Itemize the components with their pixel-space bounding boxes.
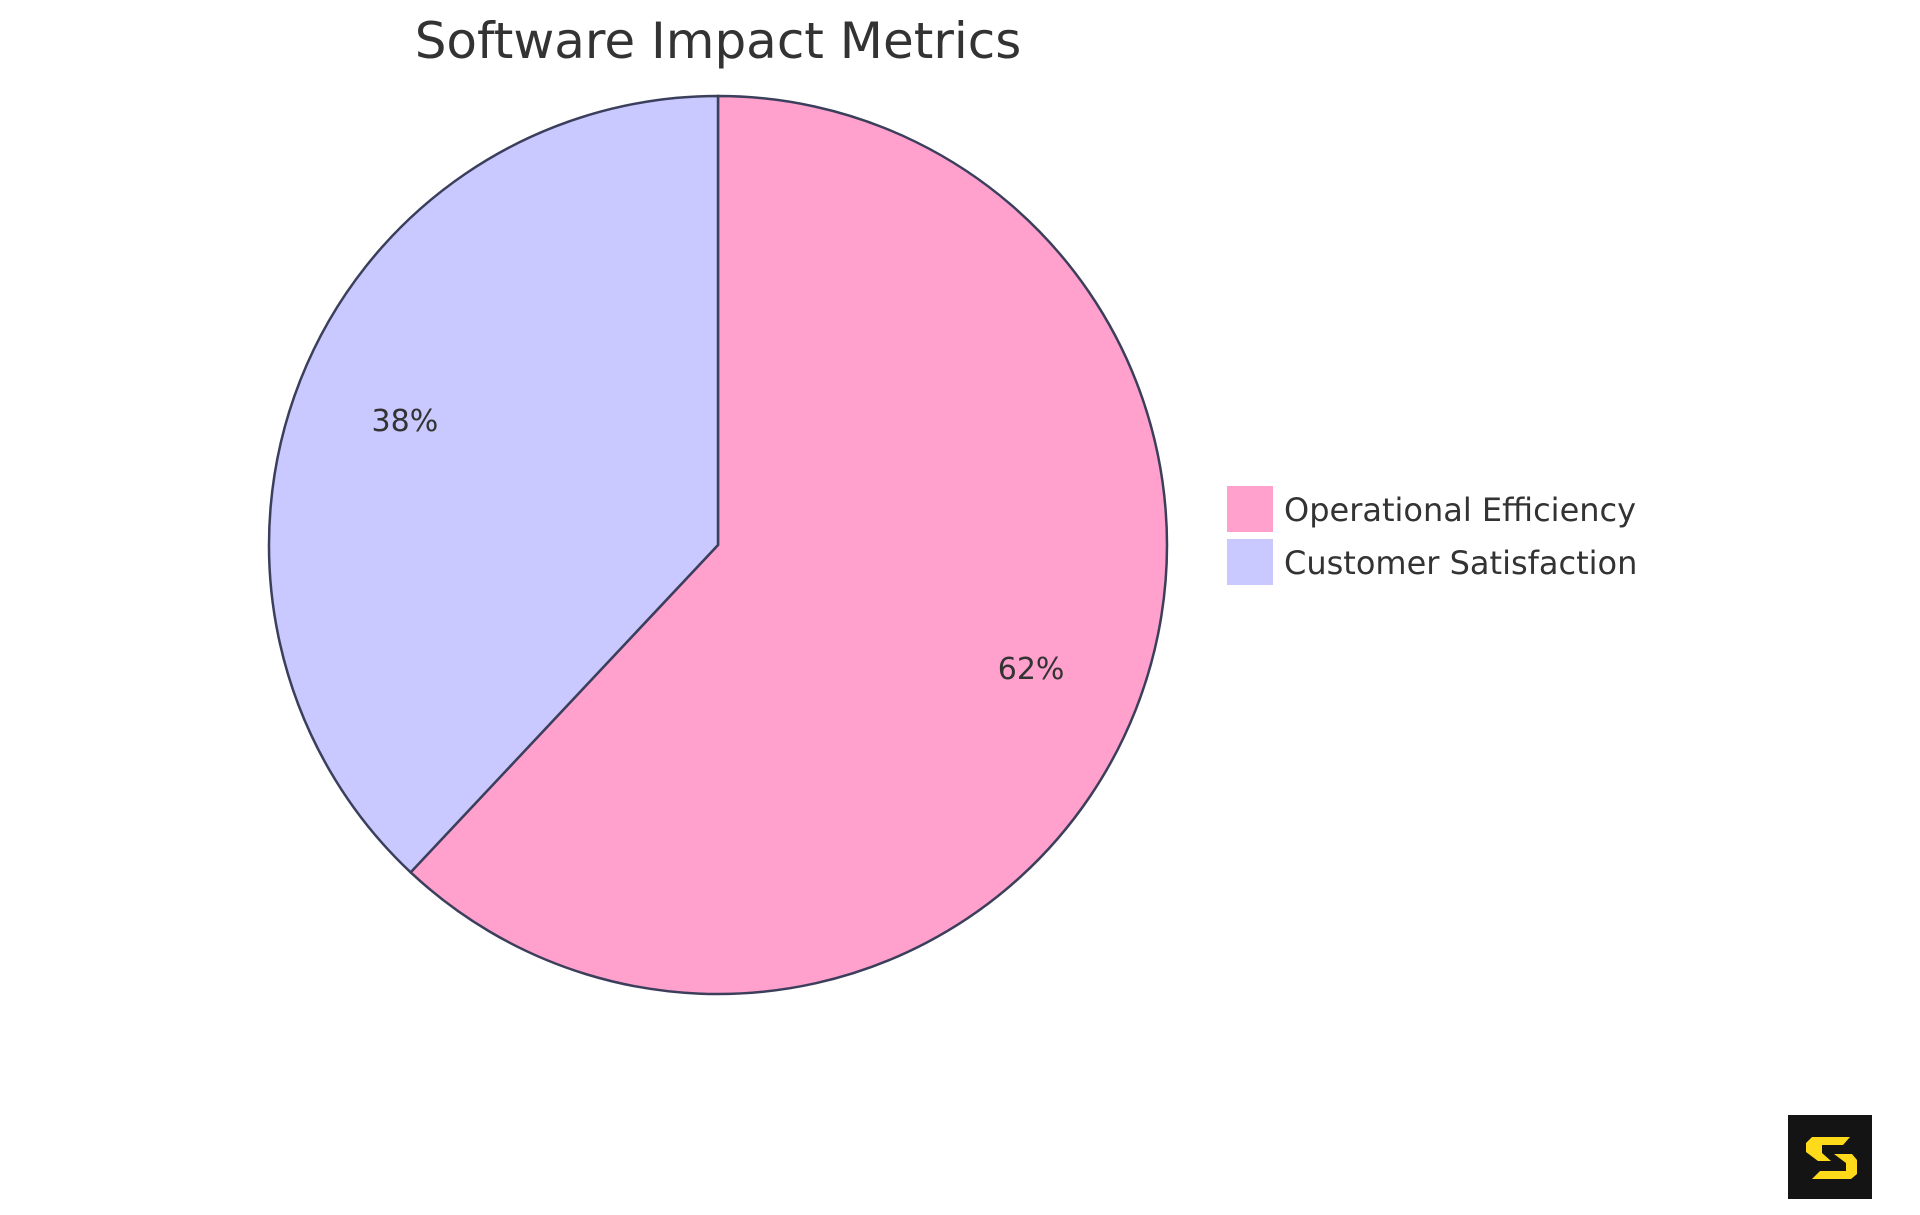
pie-slice-1 (267, 94, 720, 875)
legend-swatch (1227, 486, 1273, 532)
pie-slice-0 (408, 94, 1169, 996)
legend-swatch (1227, 539, 1273, 585)
legend-label: Operational Efficiency (1284, 491, 1636, 529)
slice-label: 62% (998, 652, 1065, 687)
chart-title: Software Impact Metrics (415, 12, 1022, 70)
slice-label: 38% (372, 404, 439, 439)
legend-label: Customer Satisfaction (1284, 544, 1637, 582)
s-logo-icon (1788, 1115, 1872, 1199)
